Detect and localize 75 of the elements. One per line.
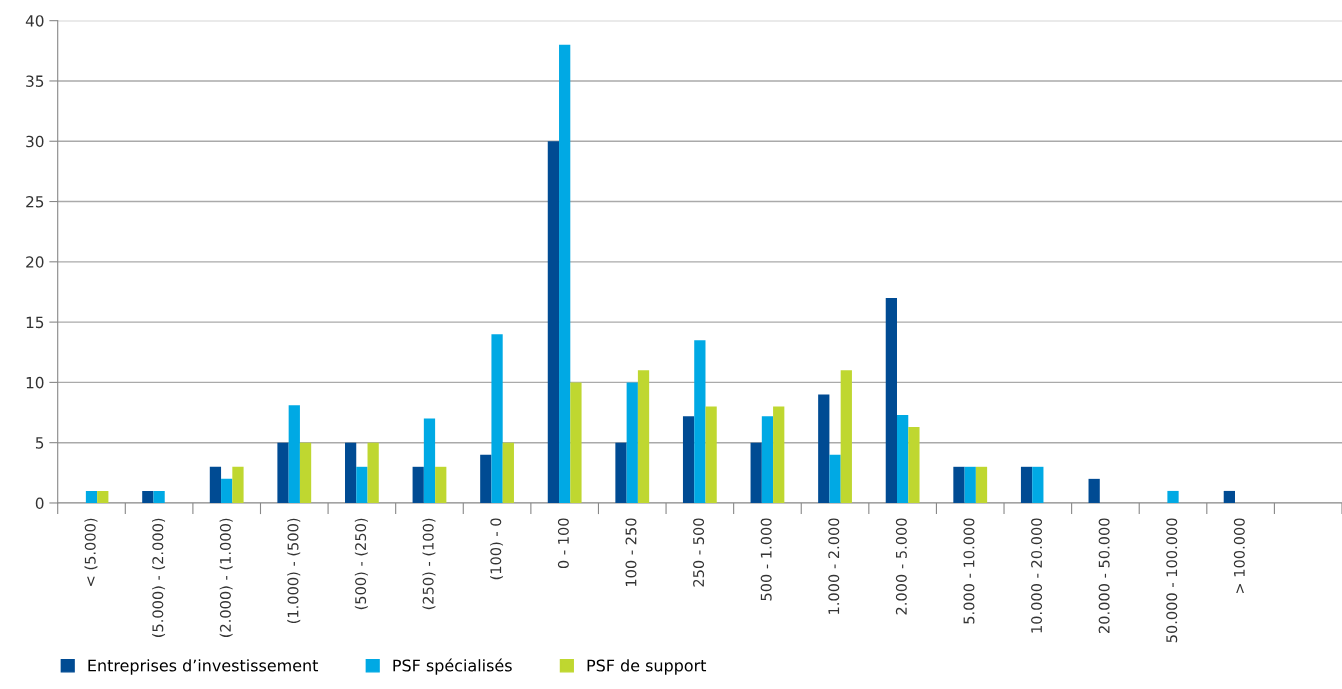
bar — [559, 44, 571, 503]
x-tick-label: (2.000) - (1.000) — [219, 518, 233, 637]
bar — [818, 394, 830, 503]
y-tick-label: 15 — [26, 316, 44, 329]
x-tick-label: (500) - (250) — [354, 518, 368, 610]
x-tick-label: 5.000 - 10.000 — [963, 518, 975, 624]
bar — [1032, 466, 1044, 503]
legend-label: PSF de support — [587, 659, 707, 675]
bar — [626, 382, 638, 503]
x-tick-label: (250) - (100) — [422, 518, 436, 610]
y-tick-label: 0 — [35, 497, 44, 509]
bar — [637, 370, 650, 503]
bar — [356, 466, 368, 503]
bar — [897, 414, 909, 503]
x-tick-label: (1.000) - (500) — [287, 518, 301, 624]
y-tick-label: 40 — [25, 15, 44, 27]
bar — [953, 466, 965, 503]
bar — [1167, 490, 1179, 503]
bar — [885, 297, 897, 503]
bar — [153, 490, 165, 503]
bar — [773, 406, 785, 503]
x-tick-label: 250 - 500 — [693, 518, 705, 587]
bar — [761, 416, 774, 503]
bar — [829, 454, 841, 503]
bar — [435, 466, 447, 503]
bar — [344, 442, 357, 503]
bar — [682, 416, 695, 503]
bar — [232, 466, 244, 503]
x-tick-label: 100 - 250 — [625, 518, 637, 587]
bar — [1020, 466, 1033, 503]
bar — [840, 370, 852, 503]
bar — [705, 406, 717, 503]
bar — [547, 141, 560, 503]
x-tick-label: < (5.000) — [84, 518, 98, 586]
bar — [367, 442, 379, 503]
bar — [209, 466, 222, 503]
bar — [694, 340, 706, 503]
x-tick-label: (100) - 0 — [490, 518, 504, 580]
x-tick-label: 0 - 100 — [557, 518, 569, 569]
bar — [975, 466, 988, 503]
x-tick-label: 20.000 - 50.000 — [1098, 518, 1110, 633]
bar — [288, 405, 300, 503]
bar — [97, 490, 109, 503]
legend-label: PSF spécialisés — [393, 658, 512, 675]
bar — [299, 442, 312, 503]
bar — [85, 490, 98, 503]
y-tick-label: 25 — [26, 196, 44, 208]
bar — [142, 490, 154, 503]
x-tick-label: 500 - 1.000 — [760, 518, 772, 601]
x-tick-label: 2.000 - 5.000 — [895, 518, 907, 615]
x-tick-label: 50.000 - 100.000 — [1166, 518, 1178, 643]
bar — [412, 466, 424, 503]
bar — [570, 382, 582, 503]
bar — [491, 334, 503, 503]
legend-label: Entreprises d’investissement — [88, 659, 319, 675]
x-tick-label: (5.000) - (2.000) — [152, 518, 166, 637]
bar — [502, 442, 514, 503]
bar — [615, 442, 627, 503]
bar — [964, 466, 976, 503]
bar — [277, 442, 289, 503]
bar — [480, 454, 492, 503]
bar — [750, 442, 762, 503]
bar — [1223, 490, 1235, 503]
x-tick-label: 10.000 - 20.000 — [1031, 518, 1043, 633]
bar — [423, 418, 436, 503]
y-tick-label: 10 — [26, 376, 44, 389]
x-tick-label: > 100.000 — [1233, 518, 1245, 594]
y-tick-label: 20 — [26, 256, 44, 268]
bar — [1088, 478, 1100, 503]
x-tick-label: 1.000 - 2.000 — [828, 518, 840, 614]
y-tick-label: 30 — [26, 135, 44, 148]
bar — [221, 478, 233, 503]
y-tick-label: 35 — [26, 75, 44, 87]
y-tick-label: 5 — [35, 437, 44, 449]
bar — [908, 427, 920, 503]
